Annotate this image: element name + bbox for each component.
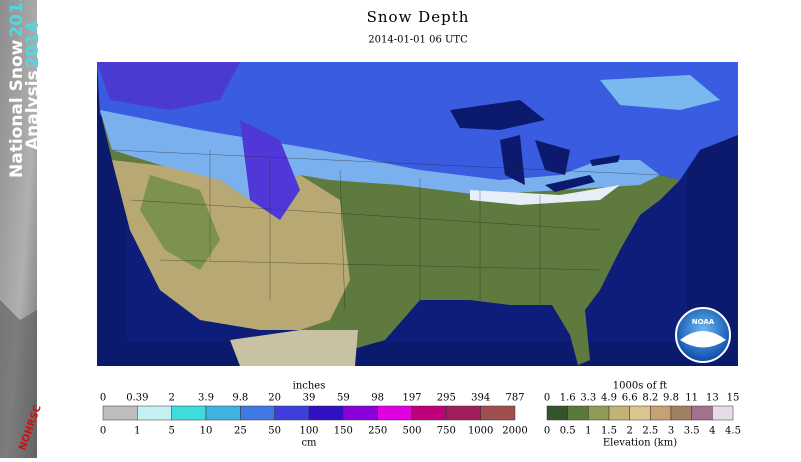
legend-swatch	[308, 405, 344, 421]
legend-label: 39	[303, 393, 316, 404]
legend-swatch	[205, 405, 241, 421]
legend-label: 4.5	[725, 426, 741, 437]
lake-erie	[545, 175, 595, 192]
legend-label: 2	[168, 393, 174, 404]
legend-label: 10	[200, 426, 213, 437]
legend-swatch	[377, 405, 413, 421]
lake-huron	[535, 140, 570, 175]
legend-swatch	[588, 405, 610, 421]
legend-label: 1	[134, 426, 140, 437]
noaa-text: NOAA	[692, 318, 715, 326]
legend-label: 13	[706, 393, 719, 404]
legend-label: 2000	[502, 426, 527, 437]
legend-label: 11	[685, 393, 698, 404]
legend-label: 0.39	[126, 393, 148, 404]
legend-label: 3	[668, 426, 674, 437]
lake-superior	[450, 100, 545, 130]
title: Snow Depth	[367, 8, 470, 26]
legend-unit: cm	[301, 438, 317, 449]
legend-swatch	[670, 405, 692, 421]
legend-label: 98	[371, 393, 384, 404]
legend-label: 59	[337, 393, 350, 404]
legend-label: 1	[585, 426, 591, 437]
legend-label: 1.6	[560, 393, 576, 404]
legend-label: 100	[299, 426, 318, 437]
rockies-snow	[97, 62, 240, 110]
mexico	[230, 330, 358, 366]
legend-swatch	[608, 405, 630, 421]
legend-label: 5	[168, 426, 174, 437]
legend-swatch	[691, 405, 713, 421]
legend-label: 750	[437, 426, 456, 437]
borders	[111, 149, 661, 311]
legend-label: 295	[437, 393, 456, 404]
legend-label: 4.9	[601, 393, 617, 404]
legend-label: 6.6	[622, 393, 638, 404]
legend-label: 2.5	[642, 426, 658, 437]
quebec-snow	[600, 75, 720, 110]
legend-label: 0	[100, 426, 106, 437]
lake-ontario	[590, 155, 620, 166]
sidebar-line: Analysis	[23, 70, 43, 150]
legend-swatch	[102, 405, 138, 421]
legend-swatch	[137, 405, 172, 421]
sidebar-shade	[0, 300, 37, 458]
legend-label: 3.9	[198, 393, 214, 404]
legend-unit: Elevation (km)	[603, 438, 677, 449]
legend-swatch	[446, 405, 481, 421]
legend-label: 20	[268, 393, 281, 404]
legend-label: 787	[505, 393, 524, 404]
legend-label: 8.2	[642, 393, 658, 404]
legend-swatch	[650, 405, 672, 421]
legend-label: 0.5	[560, 426, 576, 437]
legend-swatch	[629, 405, 651, 421]
legend-label: 1000	[468, 426, 493, 437]
legend-unit: 1000s of ft	[613, 381, 667, 392]
legend-swatch	[240, 405, 275, 421]
sidebar-text: Analysis2014	[23, 21, 43, 150]
legend-swatch	[343, 405, 378, 421]
lake-michigan	[500, 135, 525, 185]
legend-swatch	[546, 405, 568, 421]
legend-swatch	[480, 405, 516, 421]
legend-label: 0	[544, 393, 550, 404]
subtitle: 2014-01-01 06 UTC	[368, 35, 468, 46]
legend-label: 50	[268, 426, 281, 437]
legend-label: 3.5	[684, 426, 700, 437]
map: NOAA	[97, 62, 738, 366]
legend-swatch	[411, 405, 447, 421]
legend-swatch	[567, 405, 589, 421]
legend-unit: inches	[293, 381, 326, 392]
northern-snow	[100, 110, 660, 200]
sidebar-line: National Snow	[7, 39, 27, 178]
legend-label: 250	[368, 426, 387, 437]
state-lines	[129, 199, 601, 271]
legend-label: 3.3	[580, 393, 596, 404]
sidebar-year: 2013	[7, 0, 27, 38]
legend-label: 500	[402, 426, 421, 437]
legend-label: 0	[100, 393, 106, 404]
legend-label: 394	[471, 393, 490, 404]
legend-swatch	[274, 405, 310, 421]
border	[111, 149, 661, 176]
legend-swatch	[712, 405, 734, 421]
legend-label: 1.5	[601, 426, 617, 437]
great-basin	[140, 175, 220, 270]
noaa-gull	[680, 331, 726, 348]
legend-swatch	[171, 405, 207, 421]
legend-label: 0	[544, 426, 550, 437]
legend-label: 150	[334, 426, 353, 437]
legend-label: 9.8	[663, 393, 679, 404]
legend-label: 197	[402, 393, 421, 404]
legend-label: 15	[727, 393, 740, 404]
snow-edge	[470, 185, 620, 205]
sidebar-year: 2014	[23, 21, 43, 68]
sidebar-text: National Snow2013	[7, 0, 27, 178]
legend-label: 4	[709, 426, 715, 437]
legend-label: 2	[626, 426, 632, 437]
legend-label: 25	[234, 426, 247, 437]
legend-label: 9.8	[232, 393, 248, 404]
